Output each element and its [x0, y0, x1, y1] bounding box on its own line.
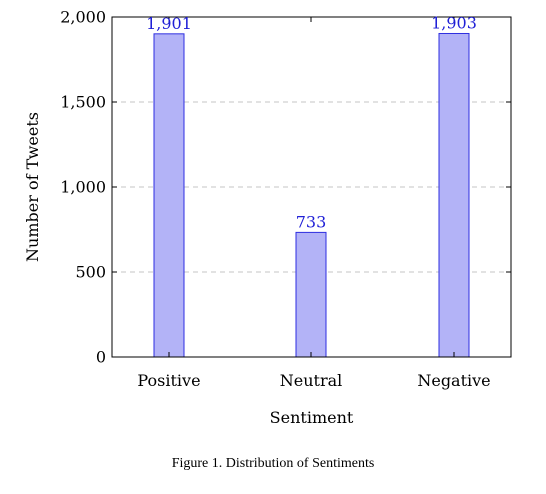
bar-neutral	[295, 231, 327, 358]
y-tick-label-1000: 1,000	[60, 178, 106, 197]
y-axis-title: Number of Tweets	[23, 112, 42, 262]
x-axis-title: Sentiment	[270, 408, 354, 427]
x-tick-label-negative: Negative	[417, 371, 490, 390]
y-tick-label-500: 500	[75, 263, 106, 282]
x-tick-label-neutral: Neutral	[280, 371, 343, 390]
bar-chart: 1,901 733 1,903 0 500 1,000 1,500 2,000 Positive…	[23, 8, 512, 428]
data-label-positive: 1,901	[146, 14, 192, 33]
x-tick-label-positive: Positive	[137, 371, 200, 390]
bar-positive	[153, 33, 185, 358]
bar-negative	[438, 32, 470, 358]
y-tick-label-0: 0	[96, 348, 106, 367]
y-tick-label-2000: 2,000	[60, 8, 106, 27]
data-label-negative: 1,903	[431, 13, 477, 32]
data-label-neutral: 733	[296, 212, 327, 231]
bars	[153, 32, 470, 358]
labels: 1,901 733 1,903 0 500 1,000 1,500 2,000 Positive…	[23, 8, 491, 428]
y-tick-label-1500: 1,500	[60, 93, 106, 112]
figure-caption: Figure 1. Distribution of Sentiments	[171, 456, 375, 471]
axes	[111, 16, 512, 358]
